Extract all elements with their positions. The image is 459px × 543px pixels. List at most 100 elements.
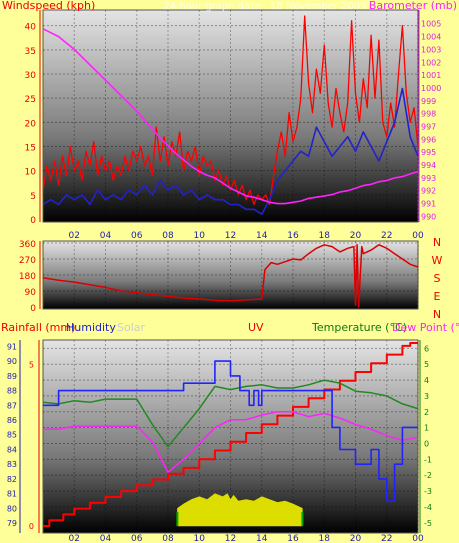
p3-x-tick-label: 08 [162, 534, 174, 543]
p1-left-tick-label: 30 [25, 71, 37, 81]
p1-right-tick-label: 1001 [421, 71, 441, 80]
p3-x-tick-label: 22 [381, 534, 392, 543]
p2-left-tick-label: 360 [19, 240, 36, 250]
p3-temp-tick-label: -3 [424, 487, 432, 496]
p2-compass-label: E [434, 290, 441, 303]
p3-temp-tick-label: 4 [424, 376, 429, 385]
p2-left-tick-label: 270 [19, 256, 36, 266]
p1-right-tick-label: 1004 [421, 33, 441, 42]
p3-x-tick-label: 00 [412, 534, 424, 543]
p3-temp-tick-label: 3 [424, 392, 429, 401]
p3-x-tick-label: 20 [350, 534, 362, 543]
p3-humidity-tick-label: 79 [7, 519, 17, 528]
p3-temp-tick-label: -2 [424, 471, 432, 480]
p3-humidity-tick-label: 84 [7, 445, 17, 454]
p3-x-tick-label: 04 [100, 534, 112, 543]
p3-humidity-tick-label: 86 [7, 416, 17, 425]
p3-temp-tick-label: 6 [424, 344, 429, 353]
uv-title: UV [248, 321, 264, 334]
p3-temp-tick-label: 5 [424, 360, 429, 369]
p2-compass-label: W [432, 254, 443, 267]
p3-humidity-tick-label: 83 [7, 460, 17, 469]
p3-humidity-tick-label: 85 [7, 431, 17, 440]
p3-temp-tick-label: -1 [424, 455, 432, 464]
p1-x-tick-label: 14 [256, 231, 268, 241]
humidity-title: Humidity [66, 321, 116, 334]
p1-right-tick-label: 993 [421, 174, 436, 183]
p3-temp-tick-label: 0 [424, 440, 429, 449]
p1-right-tick-label: 1000 [421, 84, 441, 93]
temperature-line [42, 379, 419, 448]
p1-left-tick-label: 15 [25, 144, 36, 154]
p1-x-tick-label: 18 [319, 231, 331, 241]
p3-x-tick-label: 14 [256, 534, 268, 543]
p3-humidity-tick-label: 88 [7, 387, 17, 396]
p1-right-tick-label: 1005 [421, 20, 441, 29]
p1-right-tick-label: 998 [421, 110, 436, 119]
p1-x-tick-label: 20 [350, 231, 362, 241]
p3-humidity-tick-label: 89 [7, 372, 17, 381]
p3-humidity-tick-label: 91 [7, 342, 17, 351]
dewpoint-line [43, 411, 419, 473]
dewpoint-title: Dew Point (°C [392, 321, 459, 334]
p3-x-tick-label: 16 [287, 534, 299, 543]
p2-left-tick-label: 0 [30, 304, 36, 314]
p1-right-tick-label: 994 [421, 161, 436, 170]
p2-left-tick-label: 90 [25, 288, 37, 298]
p1-x-tick-label: 12 [225, 231, 236, 241]
humidity-line [43, 360, 418, 502]
p1-right-tick-label: 991 [421, 200, 436, 209]
p1-x-tick-label: 00 [412, 231, 424, 241]
p3-temp-tick-label: 1 [424, 424, 429, 433]
p1-right-tick-label: 1002 [421, 58, 441, 67]
barometer-line [42, 28, 419, 205]
p1-left-tick-label: 0 [30, 216, 36, 226]
p1-left-tick-label: 25 [25, 95, 36, 105]
p3-humidity-tick-label: 81 [7, 490, 17, 499]
p1-right-tick-label: 990 [421, 212, 436, 221]
p3-temp-tick-label: 2 [424, 408, 429, 417]
avgwind-line [42, 87, 419, 215]
p1-x-tick-label: 04 [100, 231, 112, 241]
p1-left-tick-label: 5 [30, 192, 36, 202]
p1-x-tick-label: 22 [381, 231, 392, 241]
p2-compass-label: N [433, 308, 441, 321]
solar-title: Solar [117, 321, 146, 334]
chart-date-title: 24 hour graph date : 18 November 2009 [163, 1, 366, 12]
rainfall-title: Rainfall (mm) [1, 321, 75, 334]
p1-right-tick-label: 995 [421, 148, 436, 157]
barometer-title: Barometer (mb) [369, 0, 457, 12]
p1-right-tick-label: 999 [421, 97, 436, 106]
p2-compass-label: N [433, 236, 441, 249]
p1-right-tick-label: 992 [421, 187, 436, 196]
p1-left-tick-label: 10 [25, 168, 37, 178]
p1-x-tick-label: 08 [162, 231, 174, 241]
p2-compass-label: S [434, 272, 441, 285]
wind-direction-line [42, 244, 419, 308]
p3-uv-tick-label: 0 [29, 522, 34, 531]
p3-x-tick-label: 06 [131, 534, 143, 543]
p3-humidity-tick-label: 87 [7, 401, 17, 410]
panel1-plot-area [42, 9, 419, 223]
p3-x-tick-label: 12 [225, 534, 236, 543]
p3-x-tick-label: 02 [69, 534, 80, 543]
p1-x-tick-label: 06 [131, 231, 143, 241]
p1-x-tick-label: 16 [287, 231, 299, 241]
rainfall-line [43, 342, 418, 527]
p1-left-tick-label: 35 [25, 47, 36, 57]
p1-left-tick-label: 20 [25, 119, 37, 129]
p1-left-tick-label: 40 [25, 23, 37, 33]
p3-temp-tick-label: -4 [424, 503, 432, 512]
p3-uv-tick-label: 5 [29, 361, 34, 370]
p1-x-tick-label: 02 [69, 231, 80, 241]
p1-x-tick-label: 10 [194, 231, 206, 241]
p3-x-tick-label: 10 [194, 534, 206, 543]
p3-humidity-tick-label: 80 [7, 504, 17, 513]
windspeed-title: Windspeed (kph) [2, 0, 95, 12]
solar-area [177, 493, 303, 527]
gust-line [42, 15, 419, 206]
p3-x-tick-label: 18 [319, 534, 331, 543]
p1-right-tick-label: 997 [421, 122, 436, 131]
